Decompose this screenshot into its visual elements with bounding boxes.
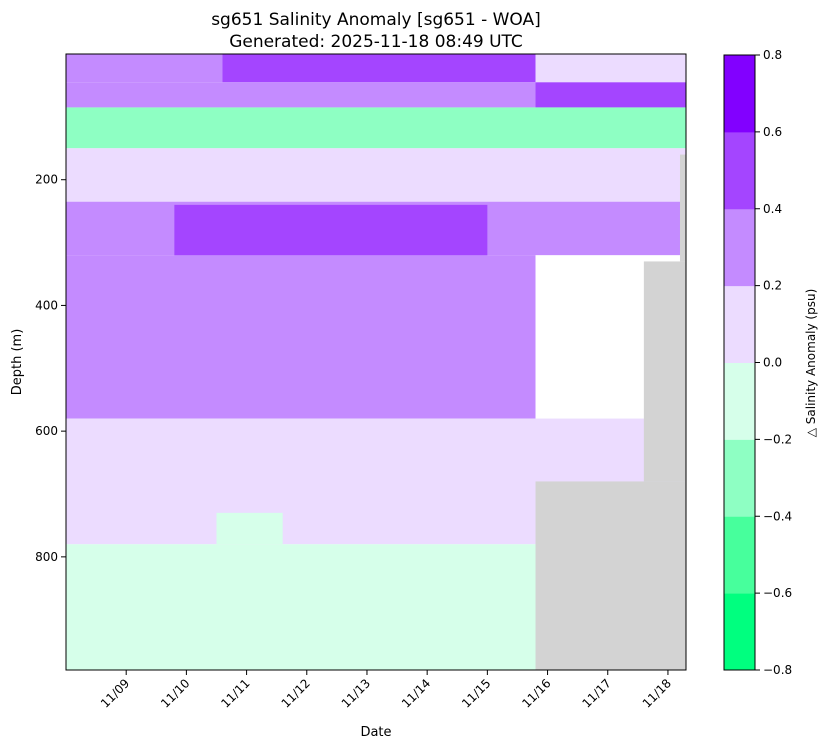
colorbar-frame xyxy=(723,54,756,671)
colorbar-tick-label: 0.0 xyxy=(763,356,782,370)
y-tick-label: 400 xyxy=(35,298,58,312)
no-data-region xyxy=(679,154,686,262)
colorbar-segment xyxy=(724,55,755,133)
x-tick-label: 11/13 xyxy=(339,676,373,710)
heatmap-cell xyxy=(66,54,223,83)
colorbar-segment xyxy=(724,593,755,671)
x-tick-label: 11/15 xyxy=(459,676,493,710)
heatmap-cell xyxy=(66,148,686,202)
x-tick-label: 11/17 xyxy=(580,676,614,710)
x-tick-label: 11/11 xyxy=(218,676,252,710)
y-tick-label: 800 xyxy=(35,550,58,564)
x-tick-label: 11/12 xyxy=(279,676,313,710)
colorbar-tick-label: −0.8 xyxy=(763,663,792,677)
heatmap-cell xyxy=(222,54,536,83)
colorbar-tick-label: 0.4 xyxy=(763,202,782,216)
y-tick-label: 200 xyxy=(35,173,58,187)
colorbar-segment xyxy=(724,362,755,440)
heatmap-cell xyxy=(66,107,686,149)
heatmap-cell xyxy=(66,82,536,108)
colorbar-tick-label: 0.8 xyxy=(763,48,782,62)
colorbar-tick-label: −0.6 xyxy=(763,586,792,600)
colorbar-tick-label: 0.6 xyxy=(763,125,782,139)
chart-subtitle: Generated: 2025-11-18 08:49 UTC xyxy=(229,32,523,52)
colorbar-tick-label: −0.4 xyxy=(763,509,792,523)
colorbar-segment xyxy=(724,439,755,517)
heatmap-cells xyxy=(66,54,686,670)
x-axis-label: Date xyxy=(360,725,391,740)
colorbar-segment xyxy=(724,516,755,594)
y-tick-label: 600 xyxy=(35,424,58,438)
heatmap-cell xyxy=(535,54,686,83)
x-axis: 11/09 11/10 11/11 11/12 11/13 11/14 11/15 11/16… xyxy=(98,670,674,711)
x-tick-label: 11/18 xyxy=(640,676,674,710)
heatmap-cell xyxy=(535,82,686,108)
no-data-region xyxy=(535,481,686,670)
heatmap-cell xyxy=(216,512,283,545)
colorbar-segment xyxy=(724,131,755,210)
colorbar-label: △ Salinity Anomaly (psu) xyxy=(804,289,818,438)
colorbar-tick-label: 0.2 xyxy=(763,279,782,293)
x-tick-label: 11/10 xyxy=(158,676,192,710)
colorbar-segment xyxy=(724,285,755,363)
colorbar-segment xyxy=(724,208,755,287)
x-tick-label: 11/16 xyxy=(519,676,553,710)
y-axis-label: Depth (m) xyxy=(10,329,25,396)
plot-frame xyxy=(65,53,687,671)
x-tick-label: 11/09 xyxy=(98,676,132,710)
colorbar-tick-label: −0.2 xyxy=(763,432,792,446)
chart-title: sg651 Salinity Anomaly [sg651 - WOA] xyxy=(211,10,541,30)
heatmap-cell xyxy=(174,204,488,262)
colorbar: 0.8 0.6 0.4 0.2 0.0 −0.2 −0.4 −0.6 −0.8 xyxy=(724,48,792,677)
no-data-region xyxy=(643,261,686,482)
heatmap-cell xyxy=(66,255,536,419)
x-tick-label: 11/14 xyxy=(399,676,433,710)
y-axis: 200 400 600 800 xyxy=(35,173,66,564)
